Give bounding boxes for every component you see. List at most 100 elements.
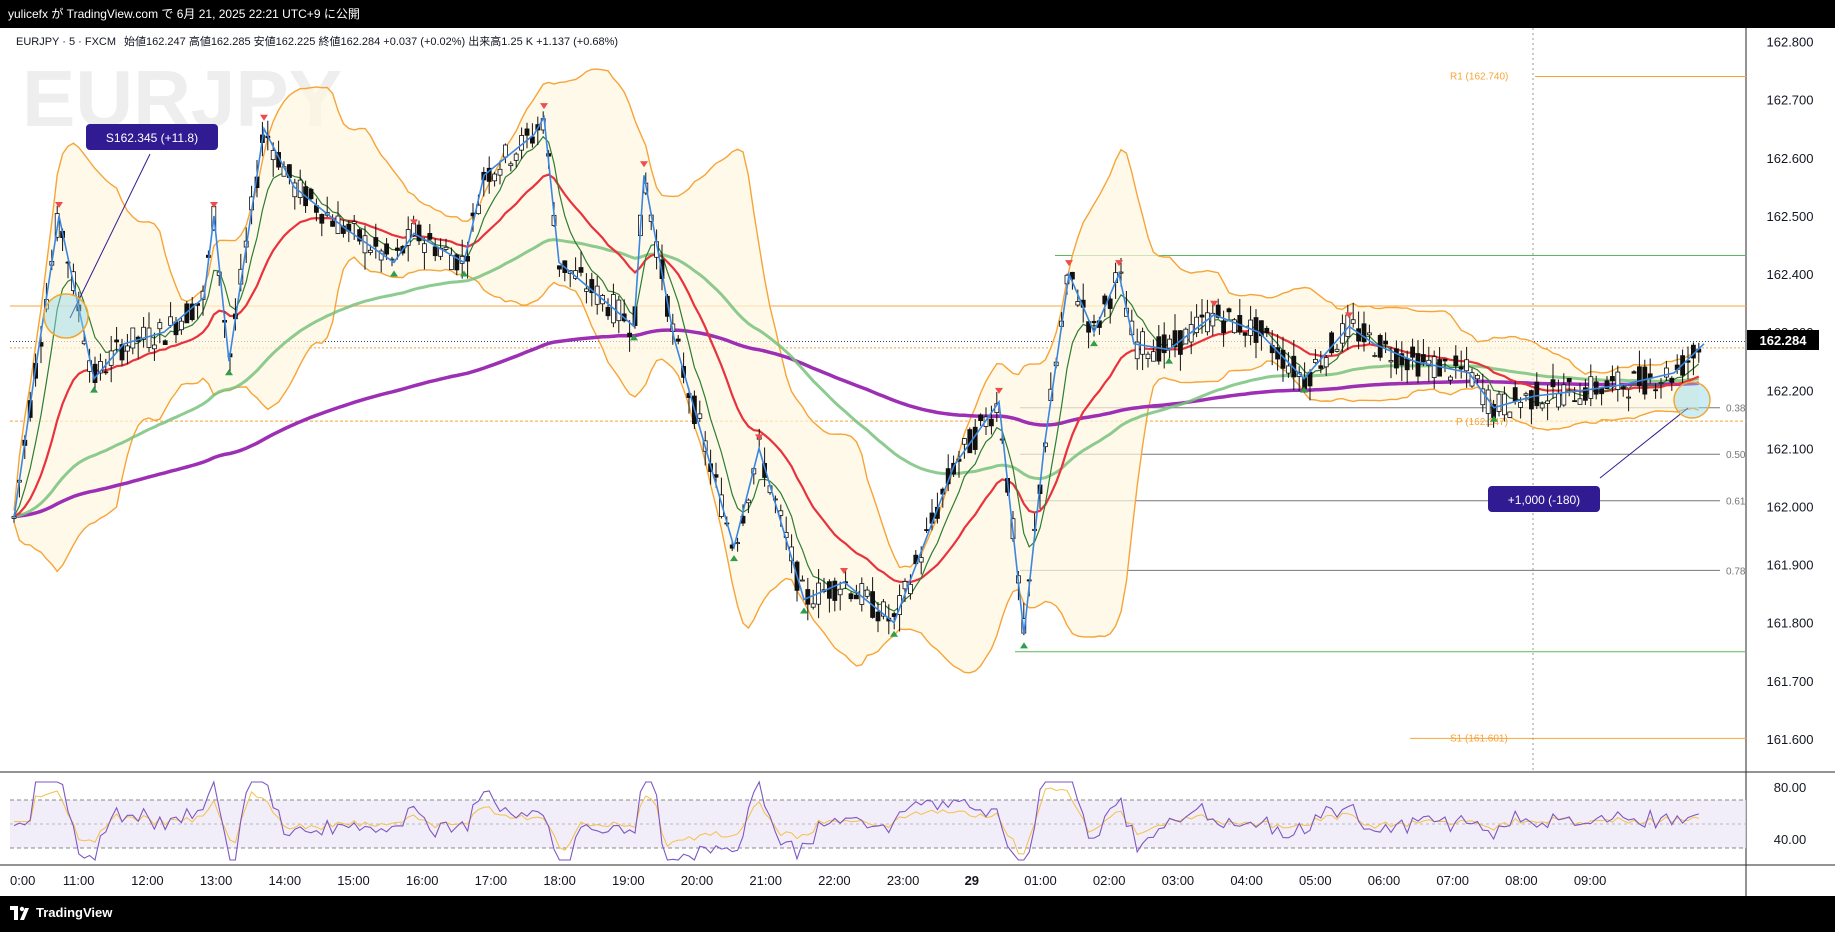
candle — [1577, 382, 1583, 405]
candle — [1475, 373, 1480, 385]
candle — [103, 358, 109, 375]
candle — [1232, 317, 1237, 334]
price-tick: 161.600 — [1767, 732, 1814, 747]
candle — [875, 601, 881, 633]
candle — [978, 413, 983, 427]
candle — [1458, 350, 1464, 379]
swing-high-marker — [210, 201, 218, 208]
entry-circle — [43, 293, 89, 339]
candle — [340, 220, 346, 238]
swing-low-marker — [1490, 415, 1498, 422]
candle — [125, 333, 130, 364]
candle — [1610, 365, 1615, 393]
candle — [1194, 304, 1199, 338]
rsi-tick-40: 40.00 — [1774, 832, 1807, 847]
candle — [1626, 389, 1631, 412]
time-label: 14:00 — [269, 873, 302, 888]
candle — [1529, 389, 1534, 425]
candle — [1361, 311, 1367, 352]
candle — [1350, 302, 1356, 328]
swing-high-marker — [1065, 260, 1073, 267]
time-label: 22:00 — [818, 873, 851, 888]
price-tick: 162.600 — [1767, 151, 1814, 166]
candle — [486, 156, 492, 194]
swing-low-marker — [1020, 642, 1028, 649]
candle — [405, 216, 411, 262]
swing-low-marker — [630, 334, 638, 341]
candle — [1561, 373, 1567, 407]
candle — [1507, 411, 1513, 419]
result-annotation-text: +1,000 (-180) — [1508, 493, 1580, 507]
tradingview-icon — [10, 905, 29, 920]
candle — [1172, 314, 1178, 358]
publish-bar: yulicefx が TradingView.com で 6月 21, 2025… — [0, 0, 1835, 28]
time-label: 09:00 — [1574, 873, 1607, 888]
candle — [1539, 401, 1545, 412]
candle — [1637, 350, 1642, 393]
swing-high-marker — [640, 161, 648, 168]
result-annotation[interactable]: +1,000 (-180) — [1488, 407, 1689, 512]
ohlc-label: 始値162.247 高値162.285 安値162.225 終値162.284 … — [124, 34, 618, 48]
candle — [432, 238, 438, 262]
price-axis[interactable]: 162.800162.700162.600162.500162.400162.3… — [1767, 35, 1814, 747]
candle — [584, 273, 589, 304]
time-label: 04:00 — [1230, 873, 1263, 888]
candle — [1372, 352, 1378, 358]
candle — [1464, 346, 1469, 388]
zigzag-line — [13, 114, 1705, 635]
fib-label: 0.61 — [1726, 497, 1746, 508]
candle — [1334, 343, 1340, 353]
time-label: 20:00 — [681, 873, 714, 888]
candle — [1075, 289, 1081, 308]
swing-high-marker — [1115, 260, 1123, 267]
price-tick: 162.000 — [1767, 500, 1814, 515]
time-label: 07:00 — [1436, 873, 1469, 888]
candle — [1140, 327, 1145, 371]
candle — [1394, 340, 1399, 375]
candle — [1631, 370, 1637, 374]
pivot-label: P (162.147) — [1456, 417, 1508, 428]
sell-annotation[interactable]: S162.345 (+11.8) — [69, 124, 218, 319]
candle — [864, 586, 870, 599]
candle — [557, 265, 562, 277]
candle — [1107, 294, 1113, 324]
candle — [157, 318, 163, 344]
symbol-label: EURJPY · 5 · FXCM — [16, 36, 116, 48]
candle — [1318, 351, 1324, 374]
tradingview-logo[interactable]: TradingView — [10, 905, 112, 920]
publish-line: yulicefx が TradingView.com で 6月 21, 2025… — [8, 7, 360, 21]
price-tick: 162.700 — [1767, 93, 1814, 108]
bollinger-lower — [13, 256, 1700, 674]
price-tick: 162.100 — [1767, 441, 1814, 456]
candle — [1145, 351, 1151, 368]
time-label: 02:00 — [1093, 873, 1126, 888]
time-label: 19:00 — [612, 873, 645, 888]
candle — [168, 302, 174, 328]
price-tick: 162.400 — [1767, 267, 1814, 282]
chart-svg[interactable]: EURJPY R1 (162.740)P (162.147)S1 (161.60… — [0, 28, 1835, 896]
candle — [1658, 378, 1664, 399]
candle — [837, 581, 843, 611]
candle — [1566, 377, 1572, 397]
candle — [989, 405, 994, 435]
swing-markers — [55, 103, 1498, 649]
candle — [697, 400, 703, 423]
candle — [627, 320, 632, 352]
time-label: 11:00 — [63, 873, 95, 888]
candle — [605, 298, 611, 320]
swing-low-marker — [1090, 340, 1098, 347]
time-label: 03:00 — [1162, 873, 1195, 888]
time-label: 29 — [965, 873, 979, 888]
time-label: 05:00 — [1299, 873, 1332, 888]
time-axis[interactable]: 0:00 11:00 12:00 13:00 14:00 15:00 16:00 17:00 1… — [10, 873, 1606, 888]
candle — [962, 437, 967, 459]
chart-area[interactable]: EURJPY R1 (162.740) P (162.147) S1 (161.60… — [0, 28, 1835, 896]
swing-low-marker — [800, 607, 808, 614]
time-label: 0:00 — [10, 873, 35, 888]
price-tick: 161.700 — [1767, 674, 1814, 689]
candle — [1523, 391, 1529, 402]
candle — [1167, 334, 1172, 359]
candle — [421, 237, 427, 270]
candle — [119, 338, 125, 367]
candle — [1410, 338, 1415, 370]
